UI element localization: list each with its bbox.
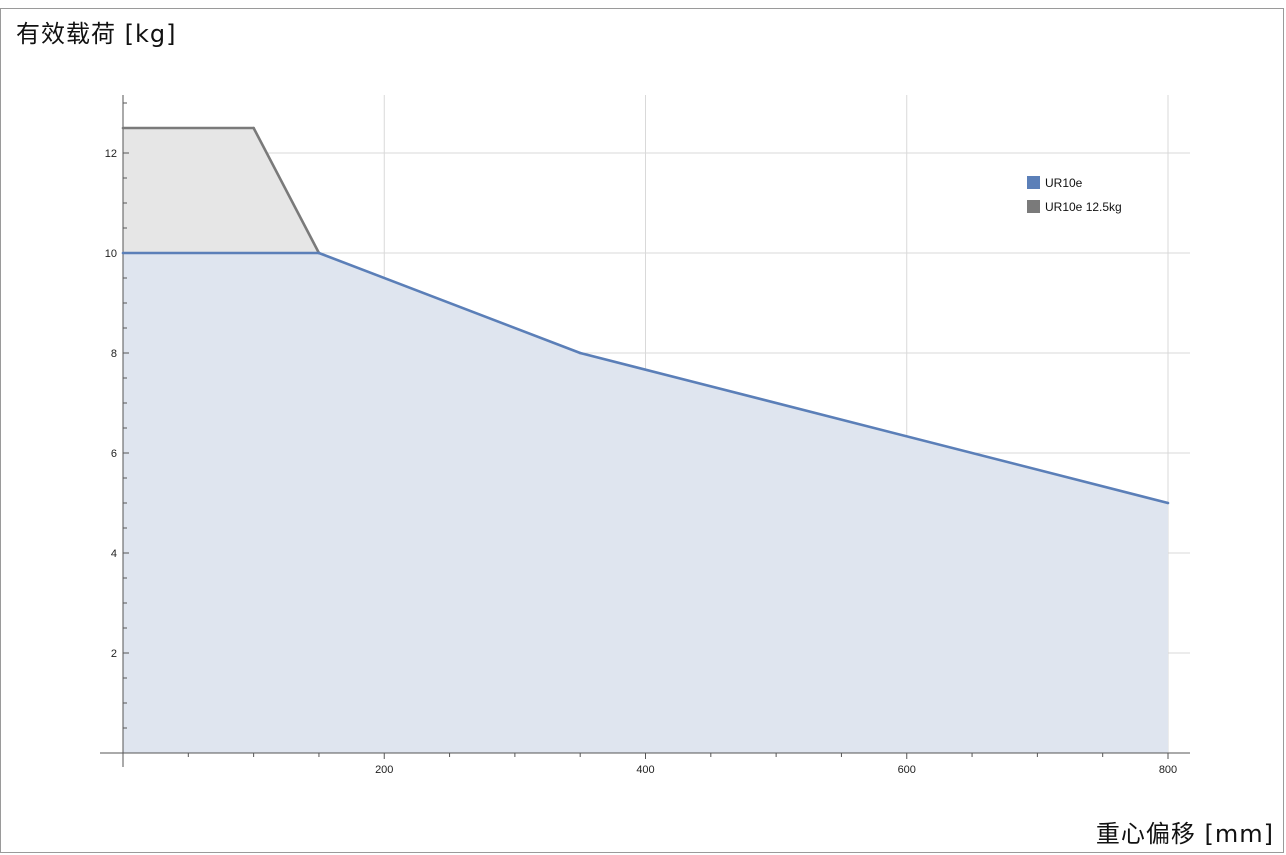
data-point [578, 351, 582, 355]
area-fills [123, 128, 1168, 753]
x-tick-label: 800 [1159, 764, 1177, 776]
x-tick-label: 200 [375, 764, 393, 776]
series-lines [121, 126, 1170, 505]
axes: 200 400 600 800 2 4 6 8 10 12 [100, 95, 1190, 776]
data-point [252, 126, 255, 130]
y-tick-label: 12 [105, 148, 117, 160]
y-tick-label: 2 [111, 648, 117, 660]
line-ur10e [123, 251, 1169, 505]
data-point [317, 251, 321, 255]
data-point [121, 126, 125, 130]
legend-swatch [1027, 176, 1040, 189]
x-tick-label: 400 [636, 764, 654, 776]
y-tick-label: 6 [111, 448, 117, 460]
y-tick-label: 8 [111, 348, 117, 360]
legend: UR10e UR10e 12.5kg [1027, 176, 1122, 214]
x-axis-label: 重心偏移 [mm] [1095, 820, 1274, 848]
y-tick-label: 4 [111, 548, 117, 560]
y-axis-label: 有效载荷 [kg] [16, 20, 177, 48]
area-ur10e [123, 253, 1168, 753]
legend-swatch [1027, 200, 1040, 213]
legend-label: UR10e 12.5kg [1045, 200, 1122, 214]
data-point [1166, 501, 1170, 505]
data-point [121, 251, 125, 255]
legend-label: UR10e [1045, 176, 1083, 190]
y-tick-label: 10 [105, 248, 117, 260]
x-tick-label: 600 [898, 764, 916, 776]
